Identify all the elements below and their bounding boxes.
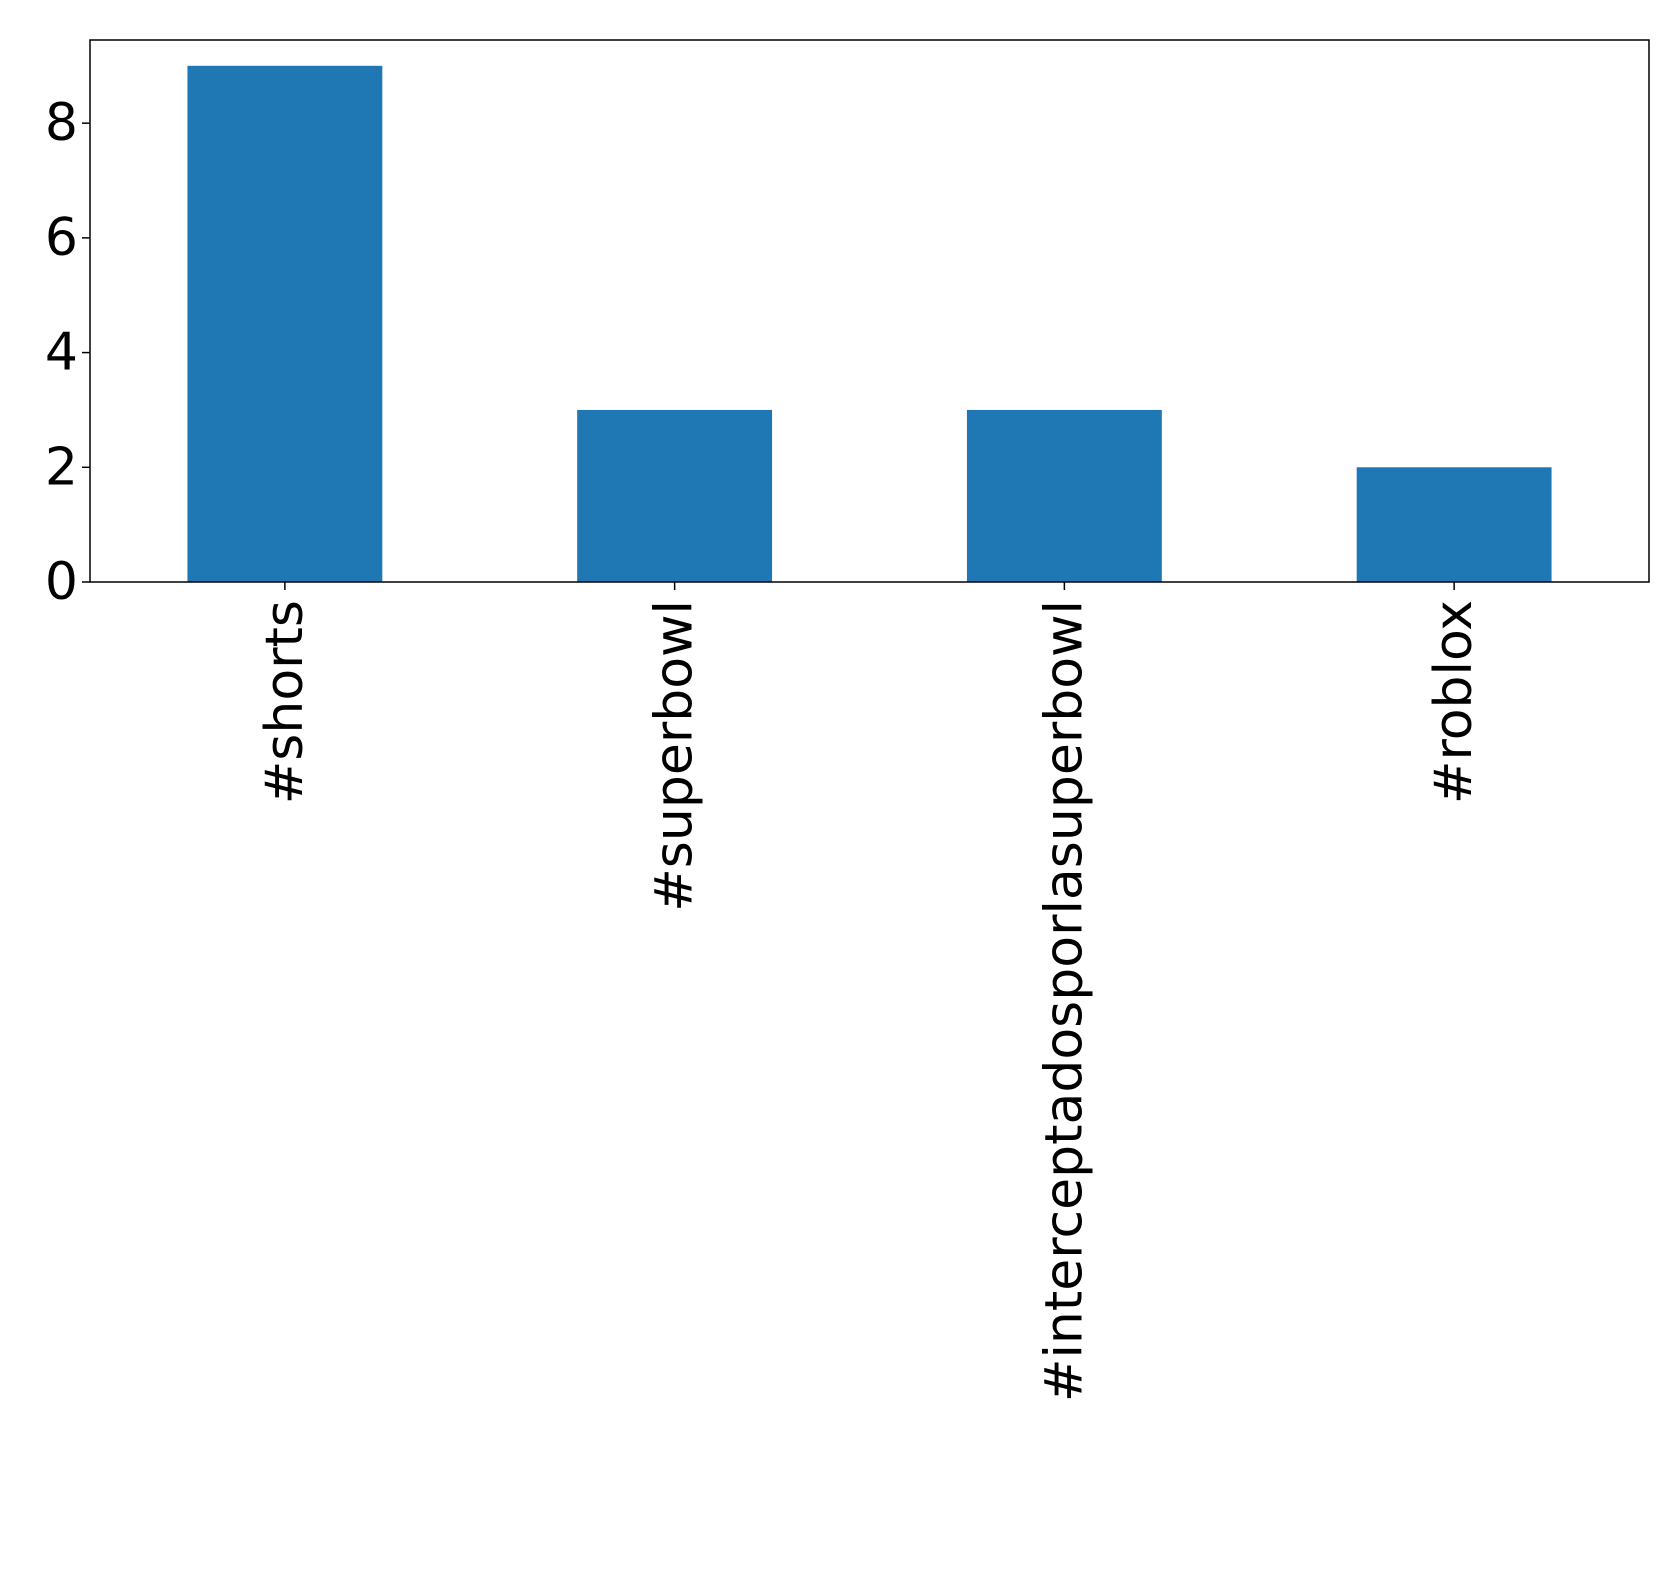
x-tick-label-2: #interceptadosporlasuperbowl [1034,600,1094,1402]
bar-1 [577,409,773,582]
x-tick-label-1: #superbowl [645,600,705,912]
x-axis: #shorts #superbowl #interceptadosporlasupe… [255,582,1484,1402]
x-tick-label-3: #roblox [1424,600,1484,804]
y-tick-label-1: 2 [45,437,78,497]
bars-layer [187,65,1552,583]
bar-0 [187,65,383,583]
y-tick-label-3: 6 [45,208,78,268]
y-tick-label-0: 0 [45,552,78,612]
x-tick-label-0: #shorts [255,600,315,804]
y-axis: 0 2 4 6 8 [45,93,90,612]
y-tick-label-4: 8 [45,93,78,153]
bar-2 [966,409,1162,582]
bar-3 [1356,467,1552,582]
plot-area-frame [89,39,1650,583]
y-tick-label-2: 4 [45,323,78,383]
